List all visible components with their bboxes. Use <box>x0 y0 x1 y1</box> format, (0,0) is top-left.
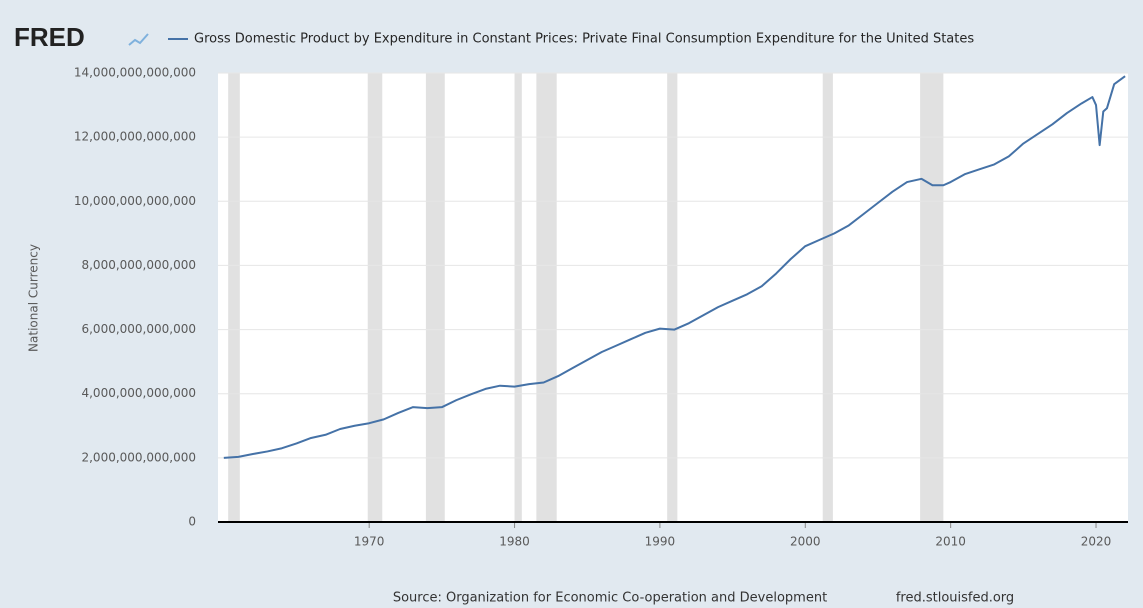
y-tick-label: 0 <box>188 515 196 529</box>
x-tick-label: 1980 <box>499 535 530 549</box>
y-axis-label: National Currency <box>27 244 41 352</box>
recession-band <box>514 73 522 522</box>
y-tick-label: 14,000,000,000,000 <box>74 66 196 80</box>
x-tick-label: 1990 <box>645 535 676 549</box>
legend-label: Gross Domestic Product by Expenditure in… <box>194 32 974 47</box>
recession-band <box>920 73 944 522</box>
x-tick-label: 1970 <box>354 535 385 549</box>
x-tick-label: 2010 <box>935 535 966 549</box>
y-tick-label: 8,000,000,000,000 <box>81 258 196 272</box>
y-tick-label: 10,000,000,000,000 <box>74 194 196 208</box>
x-tick-label: 2000 <box>790 535 821 549</box>
site: fred.stlouisfed.org <box>896 591 1014 606</box>
logo: FRED <box>14 22 85 52</box>
recession-band <box>822 73 833 522</box>
recession-band <box>536 73 557 522</box>
logo-icon <box>128 33 149 46</box>
source: Source: Organization for Economic Co-ope… <box>393 591 827 606</box>
y-tick-label: 6,000,000,000,000 <box>81 322 196 336</box>
y-tick-label: 4,000,000,000,000 <box>81 386 196 400</box>
recession-band <box>425 73 445 522</box>
series-line <box>223 75 1126 459</box>
recession-band <box>228 73 240 522</box>
x-tick-label: 2020 <box>1081 535 1112 549</box>
y-tick-label: 12,000,000,000,000 <box>74 130 196 144</box>
y-tick-label: 2,000,000,000,000 <box>81 450 196 464</box>
recession-band <box>367 73 383 522</box>
recession-band <box>667 73 678 522</box>
